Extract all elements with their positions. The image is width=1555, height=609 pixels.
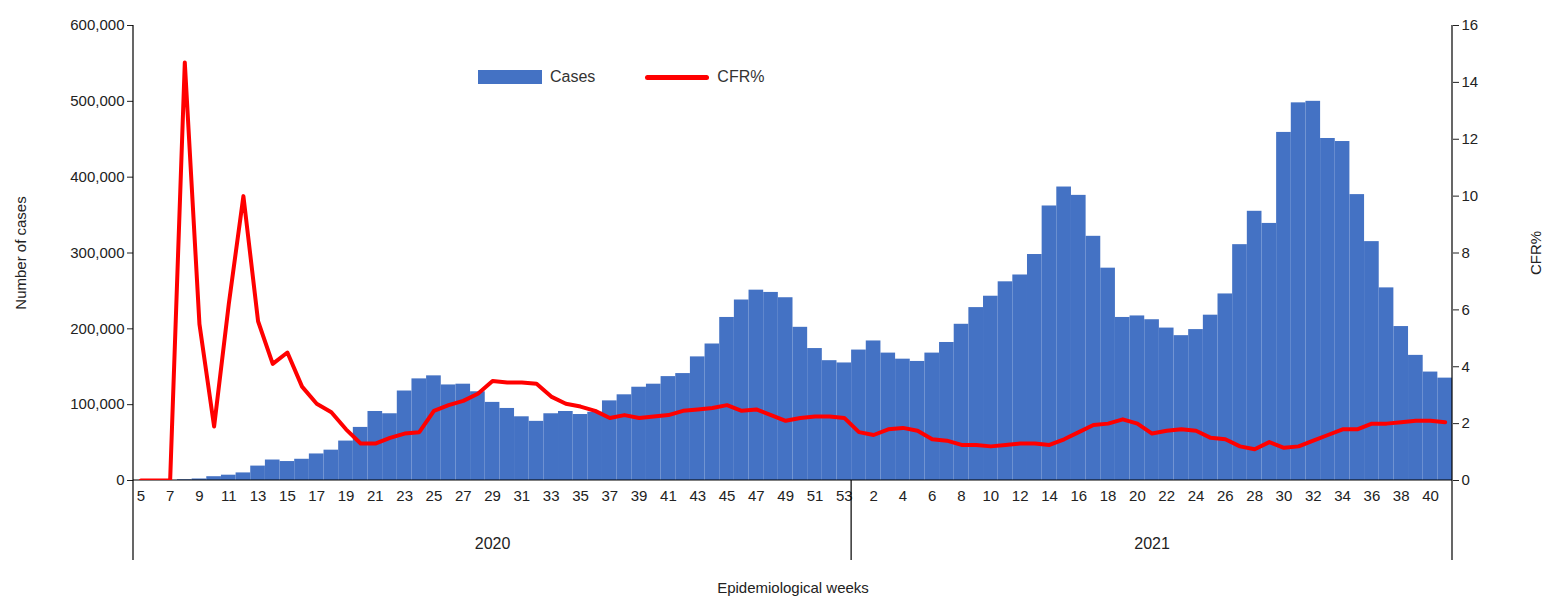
svg-text:9: 9 xyxy=(195,487,203,504)
svg-text:2020: 2020 xyxy=(475,535,511,552)
svg-text:47: 47 xyxy=(748,487,765,504)
svg-text:400,000: 400,000 xyxy=(70,168,124,185)
svg-text:23: 23 xyxy=(396,487,413,504)
svg-text:600,000: 600,000 xyxy=(70,16,124,33)
svg-text:17: 17 xyxy=(308,487,325,504)
svg-text:16: 16 xyxy=(1462,16,1479,33)
svg-text:200,000: 200,000 xyxy=(70,320,124,337)
svg-text:51: 51 xyxy=(807,487,824,504)
svg-text:34: 34 xyxy=(1334,487,1351,504)
svg-text:14: 14 xyxy=(1041,487,1058,504)
svg-text:37: 37 xyxy=(601,487,618,504)
svg-text:10: 10 xyxy=(983,487,1000,504)
svg-text:2: 2 xyxy=(1462,414,1470,431)
svg-text:39: 39 xyxy=(631,487,648,504)
svg-text:8: 8 xyxy=(1462,244,1470,261)
svg-text:8: 8 xyxy=(957,487,965,504)
svg-text:40: 40 xyxy=(1422,487,1439,504)
svg-text:500,000: 500,000 xyxy=(70,92,124,109)
svg-text:22: 22 xyxy=(1158,487,1175,504)
svg-text:43: 43 xyxy=(689,487,706,504)
svg-text:21: 21 xyxy=(367,487,384,504)
svg-text:19: 19 xyxy=(338,487,355,504)
svg-text:28: 28 xyxy=(1246,487,1263,504)
html-text:Cases: Cases xyxy=(550,68,596,85)
svg-text:20: 20 xyxy=(1129,487,1146,504)
svg-text:18: 18 xyxy=(1100,487,1117,504)
svg-text:4: 4 xyxy=(899,487,907,504)
svg-text:26: 26 xyxy=(1217,487,1234,504)
svg-text:25: 25 xyxy=(426,487,443,504)
svg-text:49: 49 xyxy=(777,487,794,504)
svg-text:10: 10 xyxy=(1462,187,1479,204)
svg-text:36: 36 xyxy=(1364,487,1381,504)
svg-text:2021: 2021 xyxy=(1134,535,1170,552)
svg-text:33: 33 xyxy=(543,487,560,504)
svg-text:6: 6 xyxy=(928,487,936,504)
svg-text:30: 30 xyxy=(1276,487,1293,504)
svg-text:38: 38 xyxy=(1393,487,1410,504)
html-text:CFR%: CFR% xyxy=(717,68,765,85)
svg-text:31: 31 xyxy=(514,487,531,504)
svg-text:41: 41 xyxy=(660,487,677,504)
svg-text:32: 32 xyxy=(1305,487,1322,504)
svg-text:12: 12 xyxy=(1462,130,1479,147)
svg-text:6: 6 xyxy=(1462,301,1470,318)
svg-text:100,000: 100,000 xyxy=(70,395,124,412)
svg-text:7: 7 xyxy=(166,487,174,504)
svg-text:2: 2 xyxy=(869,487,877,504)
svg-text:Number of cases: Number of cases xyxy=(12,196,29,309)
svg-text:300,000: 300,000 xyxy=(70,244,124,261)
svg-text:45: 45 xyxy=(719,487,736,504)
svg-text:29: 29 xyxy=(484,487,501,504)
svg-text:5: 5 xyxy=(137,487,145,504)
svg-text:0: 0 xyxy=(116,471,124,488)
svg-text:14: 14 xyxy=(1462,73,1479,90)
svg-text:15: 15 xyxy=(279,487,296,504)
svg-text:CFR%: CFR% xyxy=(1527,231,1544,275)
svg-text:53: 53 xyxy=(836,487,853,504)
svg-text:13: 13 xyxy=(250,487,267,504)
svg-text:12: 12 xyxy=(1012,487,1029,504)
svg-text:35: 35 xyxy=(572,487,589,504)
svg-text:4: 4 xyxy=(1462,358,1470,375)
svg-text:Epidemiological weeks: Epidemiological weeks xyxy=(717,579,869,596)
svg-text:24: 24 xyxy=(1188,487,1205,504)
svg-text:16: 16 xyxy=(1070,487,1087,504)
svg-text:11: 11 xyxy=(221,487,237,504)
svg-text:27: 27 xyxy=(455,487,472,504)
svg-text:0: 0 xyxy=(1462,471,1470,488)
